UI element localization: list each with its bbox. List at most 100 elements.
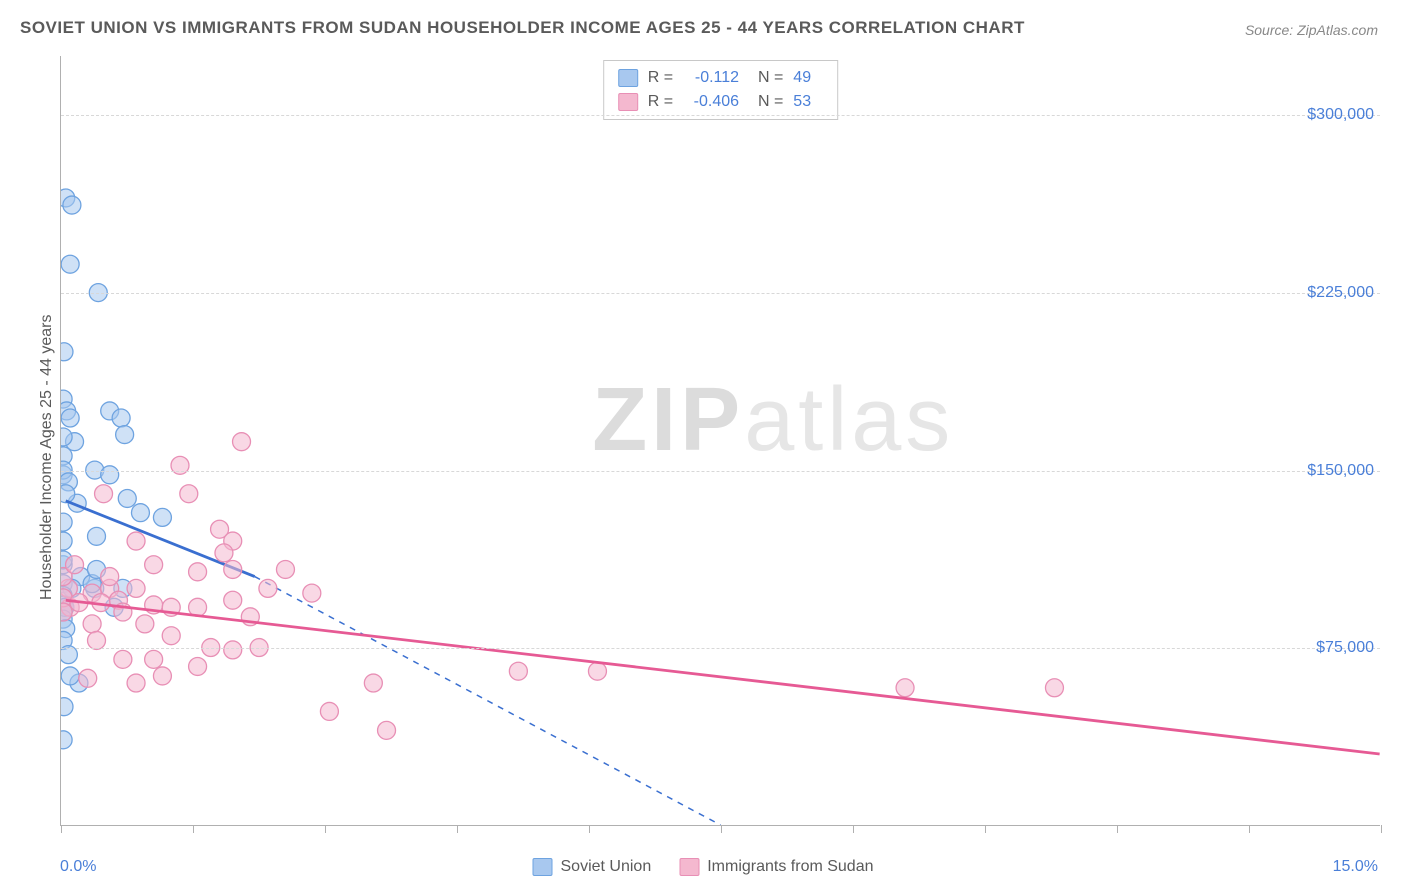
data-point bbox=[215, 544, 233, 562]
data-point bbox=[83, 575, 101, 593]
plot-area: ZIPatlas R = -0.112 N = 49 R = -0.406 N … bbox=[60, 56, 1380, 826]
data-point bbox=[61, 556, 72, 574]
data-point bbox=[61, 466, 72, 484]
data-point bbox=[224, 591, 242, 609]
data-point bbox=[180, 485, 198, 503]
data-point bbox=[189, 563, 207, 581]
data-point bbox=[118, 489, 136, 507]
stats-row-1: R = -0.406 N = 53 bbox=[618, 90, 824, 114]
data-point bbox=[61, 631, 72, 649]
data-point bbox=[105, 598, 123, 616]
data-point bbox=[92, 594, 110, 612]
data-point bbox=[66, 556, 84, 574]
data-point bbox=[68, 494, 86, 512]
x-tick bbox=[193, 825, 194, 833]
x-tick bbox=[1117, 825, 1118, 833]
y-tick-label: $150,000 bbox=[1307, 462, 1374, 480]
data-point bbox=[63, 196, 81, 214]
data-point bbox=[114, 650, 132, 668]
data-point bbox=[61, 473, 77, 491]
data-point bbox=[364, 674, 382, 692]
data-point bbox=[303, 584, 321, 602]
x-tick bbox=[985, 825, 986, 833]
legend-item-sudan: Immigrants from Sudan bbox=[679, 858, 873, 876]
data-point bbox=[896, 679, 914, 697]
data-point bbox=[79, 669, 97, 687]
data-point bbox=[109, 591, 127, 609]
gridline bbox=[61, 471, 1380, 472]
data-point bbox=[189, 657, 207, 675]
data-point bbox=[114, 579, 132, 597]
data-point bbox=[114, 603, 132, 621]
stat-n-label-1: N = bbox=[749, 90, 783, 114]
stat-r-val-0: -0.112 bbox=[683, 66, 739, 90]
data-point bbox=[83, 584, 101, 602]
data-point bbox=[61, 447, 72, 465]
gridline bbox=[61, 115, 1380, 116]
y-axis-title: Householder Income Ages 25 - 44 years bbox=[38, 315, 56, 601]
data-point bbox=[320, 702, 338, 720]
svg-layer bbox=[61, 56, 1380, 825]
data-point bbox=[145, 650, 163, 668]
data-point bbox=[88, 527, 106, 545]
data-point bbox=[153, 667, 171, 685]
data-point bbox=[171, 456, 189, 474]
y-tick-label: $225,000 bbox=[1307, 284, 1374, 302]
legend-label-sudan: Immigrants from Sudan bbox=[707, 858, 873, 876]
data-point bbox=[131, 504, 149, 522]
data-point bbox=[61, 610, 72, 628]
data-point bbox=[61, 586, 72, 604]
data-point bbox=[61, 603, 72, 621]
data-point bbox=[101, 579, 119, 597]
data-point bbox=[136, 615, 154, 633]
data-point bbox=[61, 428, 72, 446]
watermark-bold: ZIP bbox=[592, 369, 744, 469]
stat-r-label-1: R = bbox=[648, 90, 673, 114]
data-point bbox=[153, 508, 171, 526]
data-point bbox=[127, 579, 145, 597]
data-point bbox=[61, 513, 72, 531]
data-point bbox=[61, 579, 77, 597]
data-point bbox=[233, 433, 251, 451]
stat-n-val-0: 49 bbox=[793, 66, 823, 90]
x-tick bbox=[1381, 825, 1382, 833]
data-point bbox=[61, 189, 75, 207]
data-point bbox=[63, 579, 81, 597]
data-point bbox=[61, 731, 72, 749]
data-point bbox=[145, 556, 163, 574]
data-point bbox=[61, 343, 73, 361]
stats-row-0: R = -0.112 N = 49 bbox=[618, 66, 824, 90]
data-point bbox=[61, 589, 72, 607]
data-point bbox=[61, 568, 72, 586]
y-tick-label: $300,000 bbox=[1307, 106, 1374, 124]
x-tick bbox=[457, 825, 458, 833]
data-point bbox=[61, 598, 74, 616]
data-point bbox=[241, 608, 259, 626]
gridline bbox=[61, 648, 1380, 649]
stat-n-val-1: 53 bbox=[793, 90, 823, 114]
data-point bbox=[72, 568, 90, 586]
x-tick bbox=[853, 825, 854, 833]
x-max-label: 15.0% bbox=[1333, 858, 1378, 876]
data-point bbox=[61, 603, 72, 621]
data-point bbox=[83, 615, 101, 633]
data-point bbox=[112, 409, 130, 427]
data-point bbox=[224, 560, 242, 578]
data-point bbox=[101, 568, 119, 586]
swatch-sudan bbox=[618, 93, 638, 111]
data-point bbox=[276, 560, 294, 578]
data-point bbox=[61, 598, 79, 616]
data-point bbox=[61, 575, 72, 593]
data-point bbox=[1045, 679, 1063, 697]
data-point bbox=[162, 627, 180, 645]
data-point bbox=[61, 620, 75, 638]
data-point bbox=[162, 598, 180, 616]
data-point bbox=[95, 485, 113, 503]
data-point bbox=[61, 551, 72, 569]
data-point bbox=[88, 631, 106, 649]
x-tick bbox=[1249, 825, 1250, 833]
data-point bbox=[588, 662, 606, 680]
swatch-soviet bbox=[618, 69, 638, 87]
x-tick bbox=[325, 825, 326, 833]
watermark: ZIPatlas bbox=[592, 368, 954, 471]
